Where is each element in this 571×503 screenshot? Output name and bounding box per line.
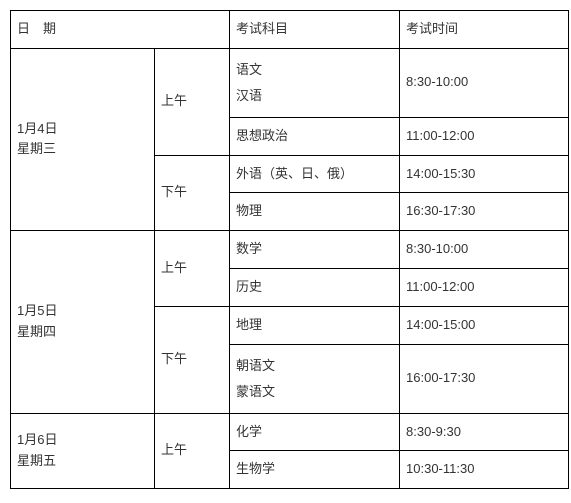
- subject-line1: 化学: [236, 424, 262, 439]
- time-cell: 14:00-15:00: [400, 306, 569, 344]
- time-cell: 8:30-10:00: [400, 48, 569, 117]
- subject-cell: 外语（英、日、俄）: [230, 155, 400, 193]
- session-label: 上午: [161, 442, 187, 457]
- session-cell-afternoon: 下午: [155, 155, 230, 231]
- date-line2: 星期三: [17, 141, 56, 156]
- header-date-label: 日 期: [17, 21, 56, 36]
- time-cell: 8:30-9:30: [400, 413, 569, 451]
- table-row: 1月4日 星期三 上午 语文 汉语 8:30-10:00: [11, 48, 569, 117]
- subject-line1: 思想政治: [236, 128, 288, 143]
- subject-line1: 生物学: [236, 461, 275, 476]
- subject-cell: 语文 汉语: [230, 48, 400, 117]
- subject-line1: 外语（英、日、俄）: [236, 166, 353, 181]
- time-value: 8:30-10:00: [406, 74, 468, 89]
- header-time-label: 考试时间: [406, 21, 458, 36]
- table-row: 1月6日 星期五 上午 化学 8:30-9:30: [11, 413, 569, 451]
- time-value: 11:00-12:00: [406, 279, 474, 294]
- date-cell-jan6: 1月6日 星期五: [11, 413, 155, 489]
- time-value: 14:00-15:30: [406, 166, 475, 181]
- subject-cell: 历史: [230, 268, 400, 306]
- session-cell-morning: 上午: [155, 48, 230, 155]
- subject-cell: 化学: [230, 413, 400, 451]
- time-cell: 11:00-12:00: [400, 117, 569, 155]
- subject-cell: 地理: [230, 306, 400, 344]
- subject-line1: 历史: [236, 279, 262, 294]
- time-cell: 16:00-17:30: [400, 344, 569, 413]
- date-cell-jan4: 1月4日 星期三: [11, 48, 155, 230]
- date-cell-jan5: 1月5日 星期四: [11, 231, 155, 413]
- session-cell-morning: 上午: [155, 231, 230, 307]
- time-value: 14:00-15:00: [406, 317, 475, 332]
- session-cell-afternoon: 下午: [155, 306, 230, 413]
- header-date: 日 期: [11, 11, 230, 49]
- table-row: 1月5日 星期四 上午 数学 8:30-10:00: [11, 231, 569, 269]
- header-subject: 考试科目: [230, 11, 400, 49]
- subject-cell: 物理: [230, 193, 400, 231]
- date-line2: 星期四: [17, 324, 56, 339]
- subject-cell: 思想政治: [230, 117, 400, 155]
- time-cell: 10:30-11:30: [400, 451, 569, 489]
- time-value: 16:30-17:30: [406, 203, 475, 218]
- subject-line1: 物理: [236, 203, 262, 218]
- session-label: 上午: [161, 93, 187, 108]
- time-cell: 11:00-12:00: [400, 268, 569, 306]
- date-line2: 星期五: [17, 453, 56, 468]
- time-value: 8:30-10:00: [406, 241, 468, 256]
- subject-line2: 蒙语文: [236, 384, 275, 399]
- time-cell: 16:30-17:30: [400, 193, 569, 231]
- subject-line1: 地理: [236, 317, 262, 332]
- time-value: 10:30-11:30: [406, 461, 474, 476]
- session-label: 上午: [161, 260, 187, 275]
- header-subject-label: 考试科目: [236, 21, 288, 36]
- subject-cell: 朝语文 蒙语文: [230, 344, 400, 413]
- time-value: 11:00-12:00: [406, 128, 474, 143]
- time-cell: 8:30-10:00: [400, 231, 569, 269]
- time-value: 16:00-17:30: [406, 370, 475, 385]
- subject-line1: 数学: [236, 241, 262, 256]
- table-header-row: 日 期 考试科目 考试时间: [11, 11, 569, 49]
- subject-cell: 数学: [230, 231, 400, 269]
- date-line1: 1月4日: [17, 121, 57, 136]
- subject-line2: 汉语: [236, 88, 262, 103]
- subject-line1: 朝语文: [236, 358, 275, 373]
- subject-cell: 生物学: [230, 451, 400, 489]
- header-time: 考试时间: [400, 11, 569, 49]
- subject-line1: 语文: [236, 62, 262, 77]
- session-label: 下午: [161, 351, 187, 366]
- exam-schedule-table: 日 期 考试科目 考试时间 1月4日 星期三 上午 语文 汉语 8:30: [10, 10, 569, 489]
- time-value: 8:30-9:30: [406, 424, 461, 439]
- time-cell: 14:00-15:30: [400, 155, 569, 193]
- date-line1: 1月6日: [17, 432, 57, 447]
- session-cell-morning: 上午: [155, 413, 230, 489]
- session-label: 下午: [161, 184, 187, 199]
- date-line1: 1月5日: [17, 303, 57, 318]
